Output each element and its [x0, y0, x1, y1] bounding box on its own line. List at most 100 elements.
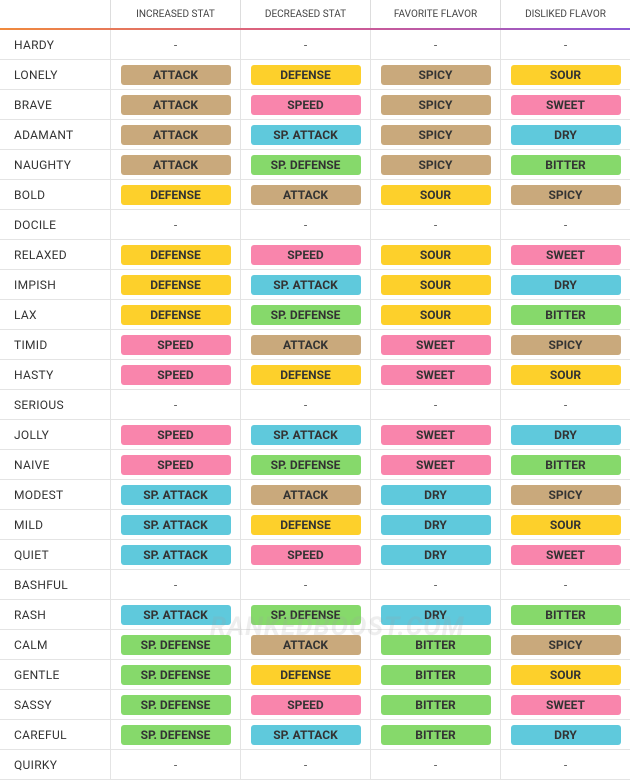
table-cell: -: [500, 30, 630, 59]
table-cell: BITTER: [370, 690, 500, 719]
stat-badge: ATTACK: [120, 154, 231, 175]
table-cell: -: [240, 210, 370, 239]
empty-value: -: [303, 757, 308, 772]
nature-name: NAIVE: [14, 457, 50, 472]
empty-value: -: [563, 577, 568, 592]
table-cell: -: [370, 210, 500, 239]
table-row: QUIET SP. ATTACK SPEED DRY SWEET: [0, 540, 630, 570]
stat-badge: SP. ATTACK: [250, 724, 361, 745]
nature-name: DOCILE: [14, 217, 57, 232]
nature-name: NAUGHTY: [14, 157, 72, 172]
table-cell: -: [110, 210, 240, 239]
table-cell: SPEED: [110, 420, 240, 449]
table-cell: SOUR: [370, 240, 500, 269]
table-cell: SOUR: [500, 60, 630, 89]
stat-badge: SOUR: [380, 304, 491, 325]
stat-badge: SPICY: [510, 484, 621, 505]
table-cell: ATTACK: [110, 120, 240, 149]
table-cell: SPEED: [110, 450, 240, 479]
table-cell: SP. ATTACK: [110, 480, 240, 509]
table-cell: SWEET: [370, 420, 500, 449]
table-cell: SP. DEFENSE: [240, 600, 370, 629]
table-cell: SOUR: [370, 180, 500, 209]
header-row: INCREASED STAT DECREASED STAT FAVORITE F…: [0, 0, 630, 30]
stat-badge: SOUR: [510, 64, 621, 85]
table-cell: SP. DEFENSE: [110, 630, 240, 659]
nature-name: CALM: [14, 637, 48, 652]
nature-name: RELAXED: [14, 247, 67, 262]
table-cell: SP. DEFENSE: [240, 150, 370, 179]
table-cell: DRY: [500, 420, 630, 449]
table-cell: SWEET: [500, 690, 630, 719]
table-row: NAIVE SPEED SP. DEFENSE SWEET BITTER: [0, 450, 630, 480]
table-cell: SP. ATTACK: [240, 270, 370, 299]
column-header: INCREASED STAT: [110, 0, 240, 28]
stat-badge: DEFENSE: [120, 184, 231, 205]
nature-name: BASHFUL: [14, 577, 68, 592]
table-cell: -: [370, 30, 500, 59]
stat-badge: BITTER: [380, 724, 491, 745]
stat-badge: SWEET: [510, 694, 621, 715]
table-cell: ATTACK: [240, 330, 370, 359]
nature-name: JOLLY: [14, 427, 50, 442]
stat-badge: SP. ATTACK: [120, 544, 231, 565]
stat-badge: SP. ATTACK: [120, 484, 231, 505]
stat-badge: DRY: [510, 274, 621, 295]
stat-badge: BITTER: [510, 304, 621, 325]
column-header: FAVORITE FLAVOR: [370, 0, 500, 28]
nature-name: HARDY: [14, 37, 55, 52]
table-cell: BITTER: [500, 600, 630, 629]
nature-name: SASSY: [14, 697, 52, 712]
stat-badge: DEFENSE: [250, 364, 361, 385]
stat-badge: SP. ATTACK: [250, 424, 361, 445]
stat-badge: DRY: [380, 514, 491, 535]
table-cell: DEFENSE: [240, 660, 370, 689]
table-cell: SP. DEFENSE: [110, 690, 240, 719]
table-cell: DRY: [500, 120, 630, 149]
table-cell: DEFENSE: [240, 510, 370, 539]
table-row: BASHFUL - - - -: [0, 570, 630, 600]
table-cell: BITTER: [500, 450, 630, 479]
stat-badge: SP. DEFENSE: [250, 154, 361, 175]
stat-badge: SPEED: [120, 454, 231, 475]
table-cell: DEFENSE: [110, 270, 240, 299]
table-row: QUIRKY - - - -: [0, 750, 630, 780]
table-cell: -: [240, 30, 370, 59]
empty-value: -: [303, 37, 308, 52]
stat-badge: DRY: [380, 544, 491, 565]
stat-badge: BITTER: [380, 634, 491, 655]
stat-badge: SPEED: [250, 244, 361, 265]
empty-value: -: [303, 577, 308, 592]
table-cell: SP. ATTACK: [110, 510, 240, 539]
table-cell: SWEET: [370, 330, 500, 359]
table-cell: ATTACK: [240, 630, 370, 659]
table-row: GENTLE SP. DEFENSE DEFENSE BITTER SOUR: [0, 660, 630, 690]
empty-value: -: [173, 37, 178, 52]
stat-badge: SPICY: [510, 634, 621, 655]
stat-badge: ATTACK: [250, 484, 361, 505]
table-row: NAUGHTY ATTACK SP. DEFENSE SPICY BITTER: [0, 150, 630, 180]
table-cell: SP. DEFENSE: [240, 450, 370, 479]
table-cell: SPEED: [110, 330, 240, 359]
stat-badge: SP. ATTACK: [250, 124, 361, 145]
table-cell: BITTER: [500, 300, 630, 329]
stat-badge: SP. DEFENSE: [120, 724, 231, 745]
stat-badge: SWEET: [380, 424, 491, 445]
table-cell: -: [370, 750, 500, 779]
table-row: JOLLY SPEED SP. ATTACK SWEET DRY: [0, 420, 630, 450]
table-cell: SPEED: [110, 360, 240, 389]
stat-badge: ATTACK: [120, 124, 231, 145]
nature-name: BRAVE: [14, 97, 53, 112]
table-cell: SP. DEFENSE: [110, 720, 240, 749]
stat-badge: SP. DEFENSE: [250, 304, 361, 325]
stat-badge: SPICY: [510, 184, 621, 205]
stat-badge: SWEET: [380, 334, 491, 355]
nature-name: RASH: [14, 607, 47, 622]
table-cell: ATTACK: [110, 60, 240, 89]
table-cell: ATTACK: [240, 480, 370, 509]
stat-badge: DEFENSE: [250, 664, 361, 685]
table-cell: SP. ATTACK: [240, 120, 370, 149]
table-cell: SP. ATTACK: [110, 540, 240, 569]
table-cell: -: [110, 390, 240, 419]
